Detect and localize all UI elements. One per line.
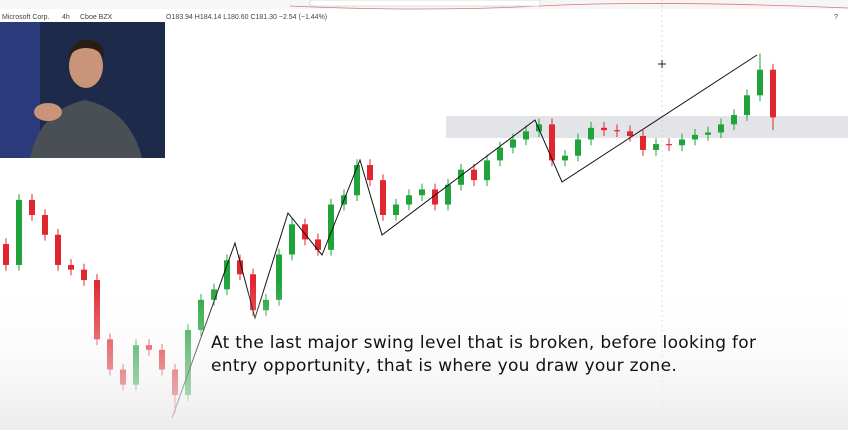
candle-body	[380, 180, 386, 215]
candle-body	[354, 165, 360, 196]
caption-line: entry opportunity, that is where you dra…	[211, 356, 677, 376]
person-hair	[68, 39, 105, 60]
candle-body	[718, 124, 724, 133]
candle-body	[497, 147, 503, 161]
candle-body	[588, 127, 594, 140]
interval: 4h	[62, 14, 70, 21]
candle-body	[458, 169, 464, 185]
webcam	[0, 22, 165, 158]
candle-body	[237, 260, 243, 275]
candle-body	[419, 189, 425, 196]
candle-body	[315, 239, 321, 250]
candle-body	[575, 139, 581, 156]
candle-body	[471, 169, 477, 181]
candle-body	[289, 224, 295, 255]
candle-body	[679, 139, 685, 146]
person-head	[69, 44, 103, 88]
candle-body	[510, 139, 516, 148]
candle-body	[81, 269, 87, 281]
candle-body	[562, 155, 568, 161]
candle-body	[68, 264, 74, 270]
webcam-light	[0, 22, 40, 158]
candle-body	[523, 131, 529, 140]
candle-body	[705, 132, 711, 135]
candle-body	[627, 131, 633, 136]
exchange: Cboe BZX	[80, 14, 113, 21]
candle-body	[302, 224, 308, 240]
candle-body	[42, 215, 48, 235]
candle-body	[484, 160, 490, 181]
candle-body	[16, 199, 22, 265]
candle-body	[29, 199, 35, 215]
candle-body	[3, 244, 9, 265]
candle-body	[640, 135, 646, 150]
candle-body	[367, 165, 373, 181]
candle-body	[432, 189, 438, 205]
crosshair	[658, 60, 666, 68]
candle-body	[757, 69, 763, 96]
caption-line: At the last major swing level that is br…	[211, 333, 756, 353]
ohlc: O183.94 H184.14 L180.60 C181.30 −2.54 (−…	[166, 14, 327, 21]
candle-body	[224, 260, 230, 290]
candle-body	[445, 184, 451, 205]
candle-body	[406, 195, 412, 205]
symbol: Microsoft Corp.	[2, 14, 50, 21]
candle-body	[614, 130, 620, 132]
candle-body	[731, 115, 737, 125]
candle-body	[328, 204, 334, 250]
caption-fade	[0, 280, 848, 430]
help-icon: ?	[834, 14, 838, 21]
candle-body	[601, 127, 607, 131]
candle-body	[692, 134, 698, 140]
person-hand	[34, 103, 62, 121]
candle-body	[653, 144, 659, 150]
candle-body	[549, 124, 555, 161]
candle-body	[55, 234, 61, 265]
candle-body	[393, 204, 399, 215]
toolbar-line	[289, 3, 848, 10]
candle-body	[744, 95, 750, 116]
toolbar-box	[309, 0, 541, 7]
candle-body	[770, 69, 776, 118]
candle-body	[276, 254, 282, 300]
candle-body	[666, 144, 672, 146]
candle-body	[536, 124, 542, 132]
